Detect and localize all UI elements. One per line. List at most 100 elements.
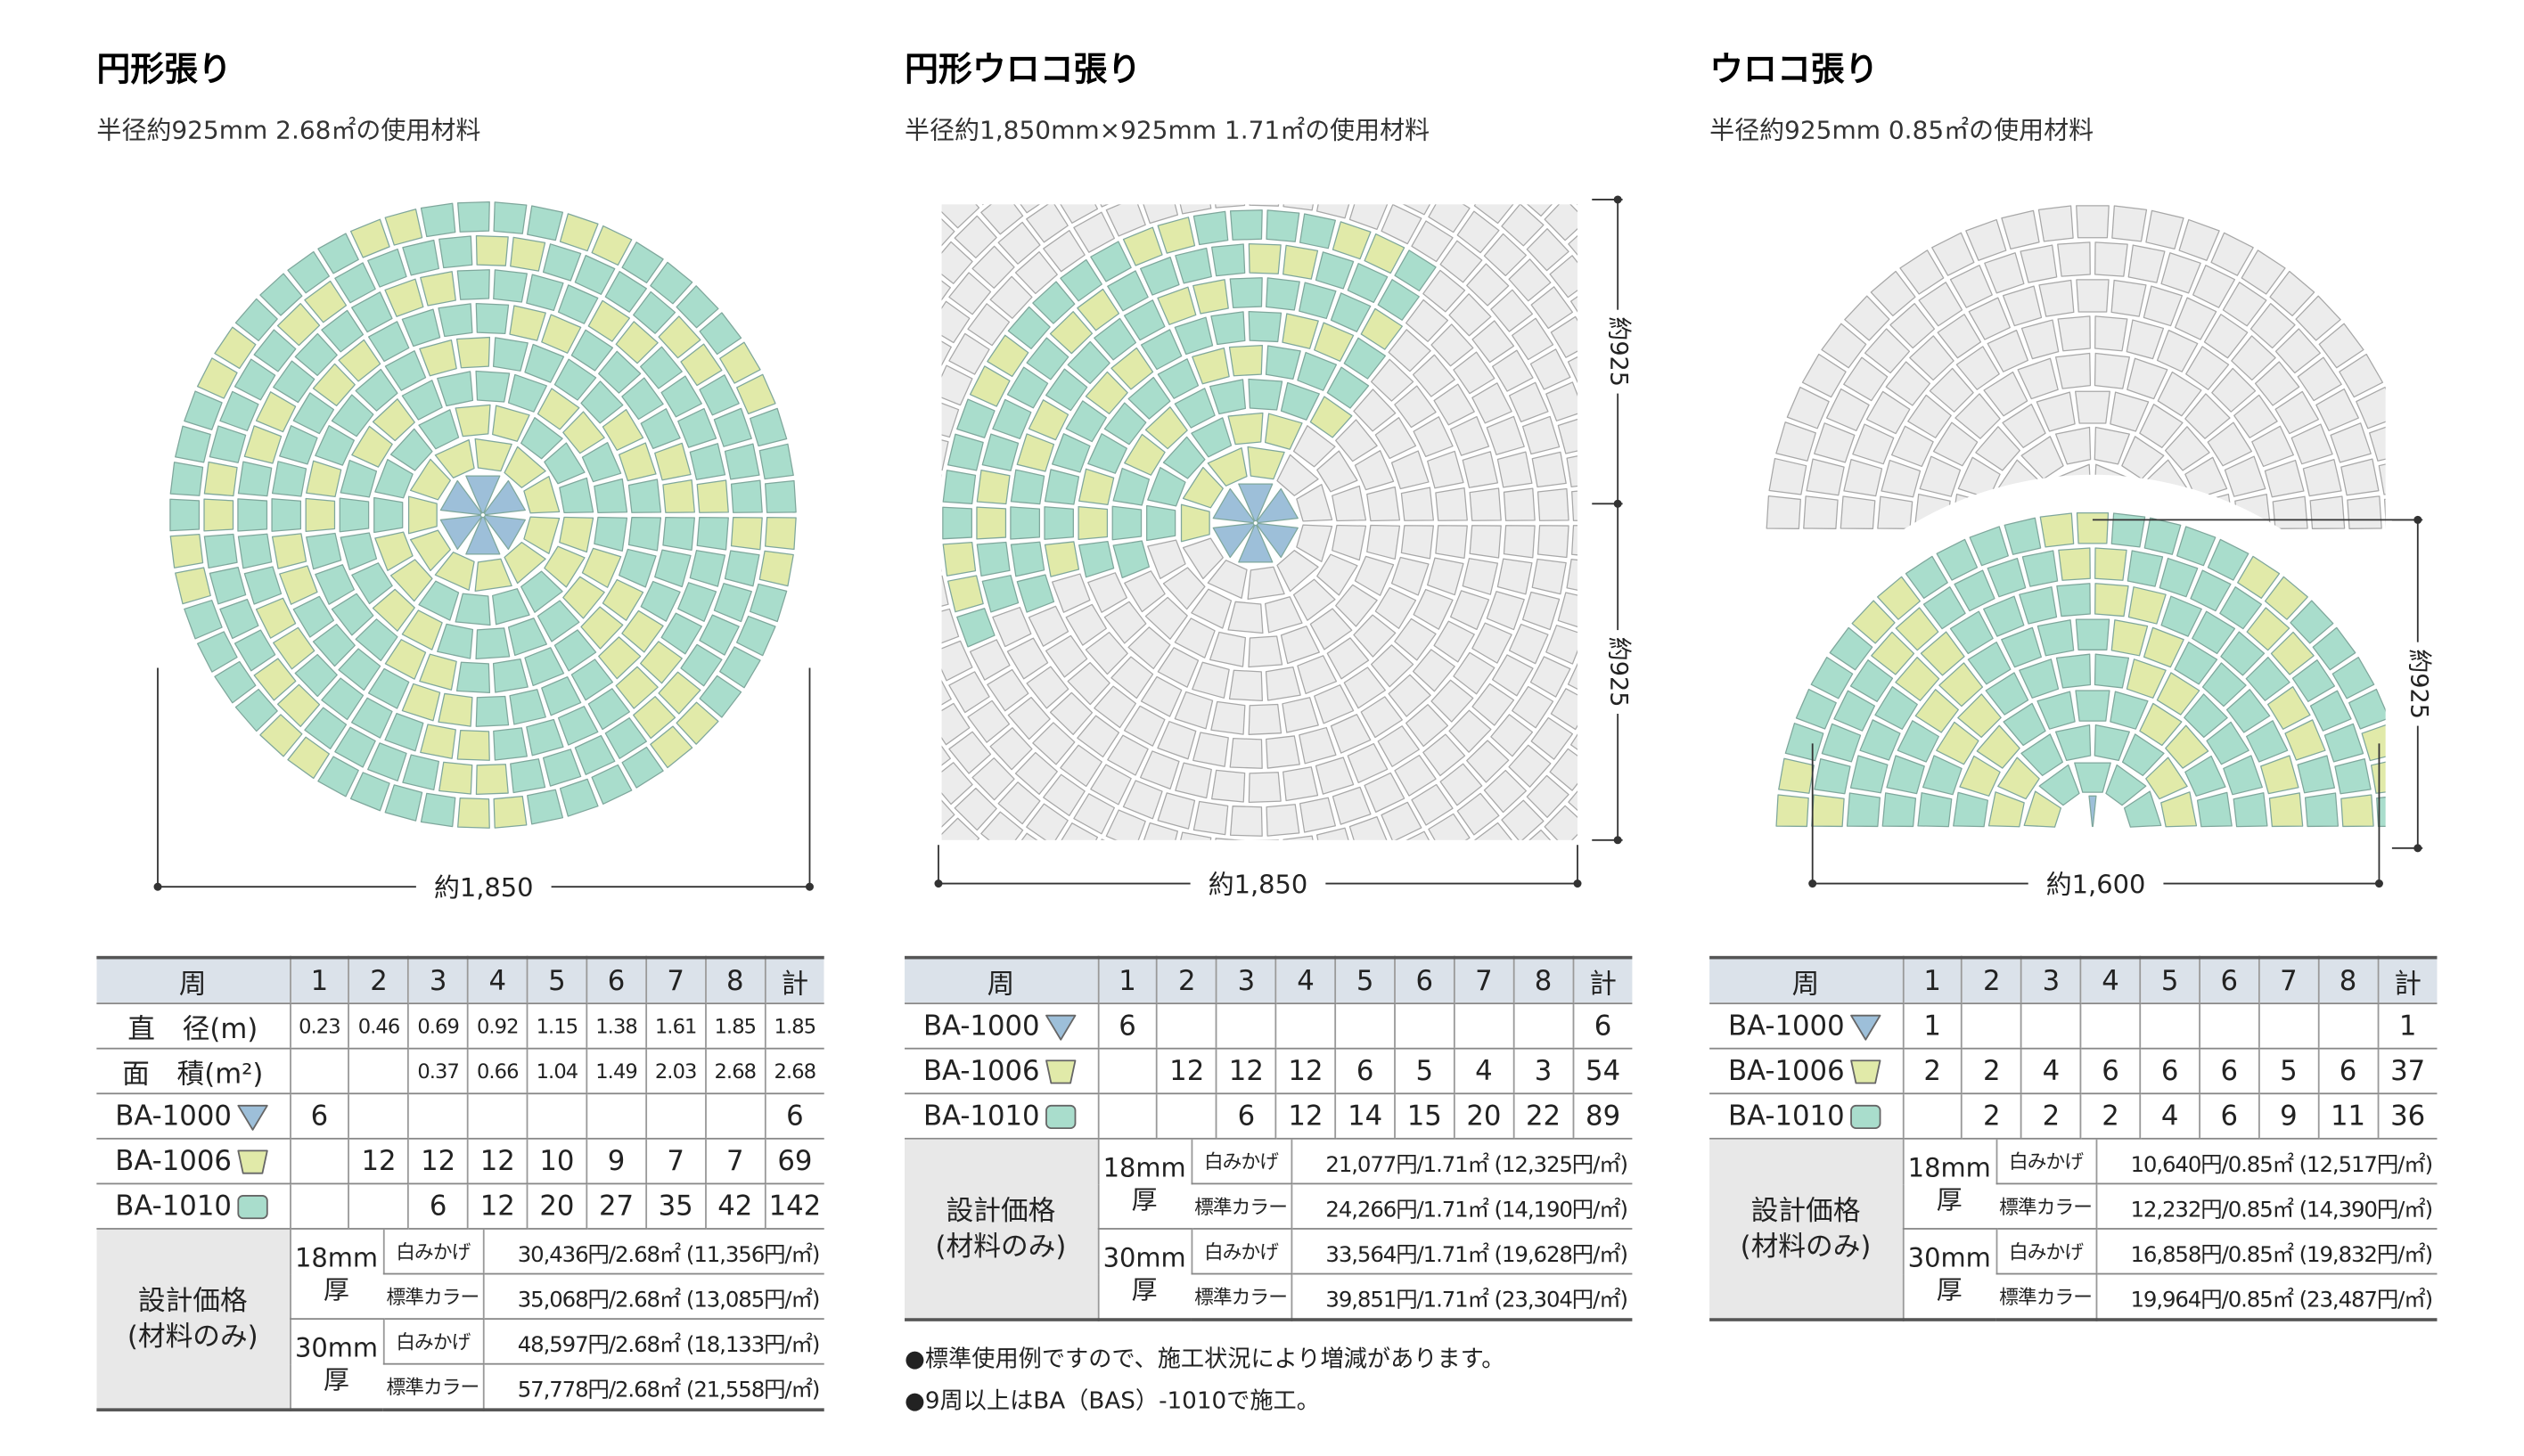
paver: [1668, 249, 1709, 290]
paver: [1965, 218, 2007, 261]
paver: [1248, 242, 1282, 274]
dimension-label: 約925: [1605, 316, 1633, 387]
finish-kind: 標準カラー: [382, 1273, 483, 1321]
paver: [1077, 715, 1120, 758]
paver: [2302, 459, 2342, 497]
paver: [1028, 399, 1069, 441]
paver: [372, 588, 415, 632]
dimension-label: 約925: [1605, 637, 1633, 708]
paver: [1984, 252, 2025, 294]
paver: [1227, 412, 1264, 446]
paver: [1557, 418, 1578, 454]
paver: [1453, 351, 1496, 395]
paver: [1400, 525, 1434, 560]
price-row: 標準カラー 19,964円/0.85㎡ (23,487円/㎡): [1709, 1273, 2438, 1321]
paver: [2075, 390, 2110, 424]
paver: [1374, 417, 1417, 460]
paver: [1087, 433, 1127, 474]
paver: [1713, 348, 1750, 385]
paver: [321, 677, 365, 721]
paver: [1299, 282, 1337, 320]
paver: [1335, 419, 1378, 462]
paver: [292, 392, 335, 435]
paver: [1983, 595, 2025, 637]
row-label-text: BA-1000: [922, 1010, 1040, 1043]
paver: [1640, 489, 1670, 520]
paver: [1052, 573, 1091, 613]
paver: [615, 666, 659, 709]
paver: [1229, 738, 1263, 769]
paver: [1072, 869, 1111, 908]
paver: [941, 640, 973, 682]
paver: [1806, 458, 1845, 496]
paver: [1332, 485, 1367, 522]
paver: [2036, 619, 2075, 657]
table-cell: 12: [348, 1138, 409, 1185]
paver: [1466, 263, 1510, 307]
table-cell: 5: [1394, 1048, 1455, 1095]
paver: [1724, 628, 1759, 665]
paver: [279, 565, 318, 605]
paver: [1462, 451, 1499, 488]
paver: [1886, 755, 1925, 795]
paver: [315, 564, 355, 605]
paver: [1784, 723, 1824, 762]
paver: [169, 498, 201, 532]
paver: [1210, 700, 1246, 735]
paver: [956, 608, 996, 648]
paver: [1282, 697, 1319, 733]
paver: [1496, 558, 1533, 595]
paver: [1028, 605, 1069, 647]
price: 57,778円/2.68㎡ (21,558円/㎡): [481, 1363, 824, 1411]
table-cell: [348, 1048, 409, 1095]
paver: [2127, 244, 2166, 283]
panel-title: ウロコ張り: [1709, 49, 1879, 88]
paver: [696, 479, 729, 513]
paver: [941, 702, 971, 746]
table-cell: 0.37: [407, 1048, 468, 1095]
paver: [1194, 8, 1227, 39]
paver: [1107, 270, 1149, 312]
paver: [438, 761, 473, 795]
paver: [1180, 503, 1210, 543]
paver: [1266, 277, 1300, 311]
paver: [1032, 281, 1076, 324]
paver: [1394, 754, 1437, 797]
table-cell: 9: [2258, 1093, 2319, 1140]
paver: [1527, 204, 1553, 217]
paver: [2318, 323, 2364, 369]
finish-kind: 標準カラー: [1191, 1183, 1291, 1230]
paver: [1471, 622, 1512, 664]
paver: [969, 365, 1011, 407]
paver: [219, 390, 259, 431]
paver: [2139, 404, 2184, 448]
paver: [2201, 662, 2247, 708]
paver: [1315, 251, 1355, 290]
paver: [1060, 258, 1102, 302]
paver: [1265, 345, 1301, 380]
paver: [1191, 588, 1233, 629]
paver: [1326, 637, 1370, 680]
paver: [1366, 847, 1405, 884]
paver: [1157, 217, 1196, 254]
paver: [1212, 487, 1255, 524]
paver: [1428, 813, 1471, 840]
paver: [954, 788, 997, 831]
paver: [2054, 352, 2092, 389]
paver: [1895, 656, 1940, 701]
paver: [2110, 512, 2146, 548]
paver: [941, 474, 942, 478]
paver: [1215, 838, 1244, 840]
paver: [1897, 720, 1939, 763]
paver: [1297, 351, 1338, 391]
paver: [1677, 348, 1715, 386]
paver: [306, 460, 342, 498]
paver: [1949, 265, 1993, 308]
paver: [976, 892, 1017, 933]
paver: [1642, 348, 1680, 386]
table-cell: 42: [704, 1183, 766, 1230]
paver: [1937, 314, 1982, 359]
paver: [1112, 540, 1151, 579]
paver: [989, 275, 1033, 319]
paver: [1490, 714, 1534, 757]
